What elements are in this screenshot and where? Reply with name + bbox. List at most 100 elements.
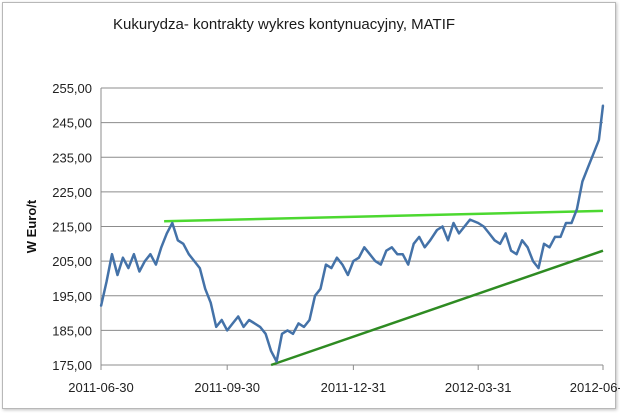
y-tick-label: 215,00	[52, 220, 92, 235]
data-point	[592, 152, 595, 155]
data-point	[165, 232, 168, 235]
y-tick-label: 175,00	[52, 358, 92, 373]
data-point	[482, 225, 485, 228]
data-point	[105, 281, 108, 283]
data-point	[515, 253, 518, 256]
data-point	[226, 329, 229, 332]
data-point	[155, 263, 157, 266]
data-point	[336, 256, 338, 259]
x-tick-label: 2012-03-31	[445, 380, 512, 395]
data-point	[436, 229, 438, 231]
data-point	[412, 242, 415, 245]
data-point	[379, 263, 382, 266]
data-point	[330, 267, 333, 269]
data-point	[488, 232, 491, 235]
data-point	[176, 239, 179, 242]
trendline	[164, 209, 604, 223]
data-point	[275, 360, 278, 363]
data-point	[477, 222, 480, 224]
data-point	[171, 222, 174, 224]
data-point	[292, 332, 294, 335]
series-lines	[99, 104, 605, 367]
trendline	[270, 249, 604, 367]
data-point	[543, 242, 545, 245]
y-tick-label: 225,00	[52, 185, 92, 200]
data-point	[270, 350, 272, 352]
data-point	[259, 326, 261, 328]
data-point	[469, 218, 471, 221]
data-point	[565, 222, 567, 224]
data-point	[521, 239, 523, 242]
data-point	[133, 253, 135, 256]
axes	[100, 88, 604, 370]
data-point	[401, 253, 404, 256]
data-point	[537, 267, 540, 269]
chart-frame	[2, 2, 616, 409]
data-point	[452, 222, 455, 224]
data-point	[598, 139, 600, 141]
data-point	[554, 236, 556, 238]
data-point	[423, 246, 426, 249]
chart-title: Kukurydza- kontrakty wykres kontynuacyjn…	[113, 16, 456, 33]
data-point	[100, 305, 102, 307]
data-point	[368, 253, 371, 256]
data-point	[215, 326, 218, 328]
data-point	[198, 267, 201, 269]
data-point	[499, 242, 501, 245]
data-point	[374, 260, 377, 262]
x-tick-label: 2011-09-30	[194, 380, 260, 395]
data-point	[182, 242, 185, 245]
y-axis-label: W Euro/t	[24, 199, 39, 253]
grid-lines	[101, 87, 603, 366]
y-tick-labels: 175,00 185,00 195,00 205,00 215,00 225,00 235,…	[52, 81, 92, 373]
data-point	[447, 239, 449, 242]
data-point	[144, 260, 146, 262]
data-point	[204, 287, 207, 290]
data-point	[363, 246, 366, 249]
data-point	[127, 267, 130, 269]
data-point	[231, 322, 234, 325]
x-tick-label: 2011-12-31	[321, 380, 387, 395]
data-point	[570, 222, 573, 224]
data-point	[314, 294, 316, 297]
data-point	[209, 301, 212, 304]
data-point	[308, 319, 311, 321]
data-point	[510, 249, 512, 252]
data-point	[463, 225, 466, 228]
data-point	[385, 249, 388, 252]
x-tick-labels: 2011-06-30 2011-09-30 2011-12-31 2012-03-31…	[68, 380, 620, 395]
data-point	[193, 260, 196, 262]
data-point	[237, 315, 240, 318]
data-point	[319, 287, 322, 290]
data-point	[559, 236, 562, 238]
data-point	[352, 260, 355, 262]
data-point	[532, 260, 534, 262]
data-point	[303, 326, 305, 328]
data-point	[253, 322, 256, 325]
y-tick-label: 205,00	[52, 254, 92, 269]
x-tick-label: 2011-06-30	[68, 380, 134, 395]
data-point	[248, 319, 251, 321]
data-point	[602, 104, 604, 107]
data-point	[281, 332, 283, 335]
data-point	[122, 256, 124, 259]
data-point	[325, 263, 327, 266]
data-point	[297, 322, 300, 325]
data-point	[581, 180, 584, 183]
data-point	[493, 239, 496, 242]
data-point	[286, 329, 289, 332]
data-point	[576, 208, 578, 211]
data-point	[548, 246, 551, 249]
data-point	[407, 263, 410, 266]
y-tick-label: 245,00	[52, 116, 92, 131]
data-point	[160, 246, 163, 249]
y-tick-label: 185,00	[52, 323, 92, 338]
data-point	[396, 253, 399, 256]
data-point	[358, 256, 360, 259]
data-point	[390, 246, 393, 249]
data-point	[458, 232, 460, 235]
data-point	[187, 253, 190, 256]
data-point	[441, 225, 444, 228]
data-point	[264, 332, 267, 335]
